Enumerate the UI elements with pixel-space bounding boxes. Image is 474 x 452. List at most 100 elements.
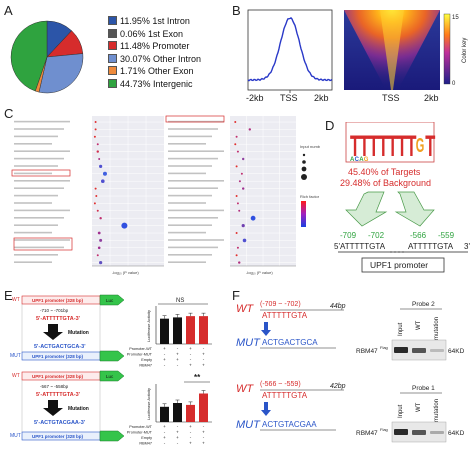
f-top-protein-sup: Flag [380, 345, 388, 350]
bar-row-sign: + [189, 346, 192, 351]
enrichment-dot [99, 217, 102, 220]
f-top-lane-input: Input [398, 322, 404, 336]
bar-row-sign: + [176, 435, 179, 440]
bar-row-sign: - [190, 435, 192, 440]
bar-row-sign: + [176, 352, 179, 357]
e-top-mut-tag: MUT [10, 353, 21, 359]
e-top-luc-wt [99, 294, 125, 306]
legend-entry-4: 1.71% Other Exon [108, 66, 194, 77]
bar-row-sign: + [176, 430, 179, 435]
tss-heatmap: TSS 2kb 15 0 Color key [344, 10, 468, 103]
logo-letter: T [406, 130, 416, 163]
luciferase-bar [199, 393, 208, 422]
panel-label-d: D [325, 118, 335, 133]
logo-minor-letter: C [355, 157, 360, 163]
bar-row-label: Promoter-WT [129, 425, 152, 429]
f-top-protein: RBM47 [356, 348, 378, 355]
logo-letter: G [416, 135, 425, 157]
bar-row-sign: - [203, 357, 205, 362]
bar-row-sign: + [176, 357, 179, 362]
motif-targets-text: 45.40% of Targets [348, 167, 421, 177]
enrichment-dot [96, 254, 99, 257]
enrichment-dot [235, 254, 238, 257]
color-key-min: 0 [452, 81, 456, 87]
e-bot-luc-mut [99, 430, 125, 442]
tss-profile-plot: -2kb TSS 2kb [246, 9, 333, 103]
f-top-wt-coords: (-709 ~ -702) [260, 301, 301, 308]
promoter-box [361, 257, 445, 273]
enrichment-dot [93, 135, 96, 138]
legend-entry-5: 44.73% Intergenic [108, 79, 193, 90]
f-bot-protein-sup: Flag [380, 427, 388, 432]
bar-row-sign: - [177, 363, 179, 368]
f-bot-protein: RBM47 [356, 430, 378, 437]
f-top-kd: 64KD [448, 348, 465, 355]
legend-swatch [108, 16, 117, 25]
legend-text: 11.95% 1st Intron [120, 16, 190, 26]
bar-row-label: Empty [141, 436, 152, 440]
legend-swatch [108, 28, 117, 38]
bar-row-sign: + [202, 441, 205, 446]
e-top-mut-box-label: UPF1 promoter (328 bp) [32, 354, 84, 359]
enrichment-dot [236, 246, 239, 249]
logo-minor-letter: G [364, 157, 369, 163]
enrichment-dot [94, 121, 97, 123]
seq-site2: ATTTTTGTA [408, 242, 454, 251]
enrichment-dot [93, 202, 96, 205]
f-top-lane-mut: mutation [434, 317, 440, 340]
enrichment-dot [238, 261, 241, 264]
annotation-pie-chart [10, 20, 84, 94]
enrichment-dot [234, 121, 237, 123]
luciferase-bar [160, 406, 169, 422]
bar-ylabel: Luciferase Activity [146, 310, 151, 342]
f-top-mut-seq: ACTGACTGCA [262, 338, 318, 347]
bar-row-label: RBM47 [139, 364, 152, 368]
bar-row-sign: + [202, 363, 205, 368]
pie-slice-3 [38, 53, 84, 94]
logo-letter: T [350, 130, 360, 163]
site1-start: -709 [340, 231, 357, 240]
e-bot-coords: -567 ~ -558bp [40, 384, 69, 389]
e-bot-mut-box-label: UPF1 promoter (328 bp) [32, 434, 84, 439]
enrichment-dot [241, 224, 245, 228]
enrichment-dot [236, 150, 239, 153]
enrichment-dot [242, 187, 245, 190]
motif-background-text: 29.48% of Background [340, 178, 431, 188]
luciferase-bar [173, 317, 182, 344]
enrichment-dot [96, 209, 99, 212]
bar-row-sign: - [164, 441, 166, 446]
logo-letter: T [397, 130, 407, 163]
seq-site1: ATTTTTGTA [340, 242, 386, 251]
f-bot-lane-input: Input [398, 404, 404, 418]
enrichment-dot [242, 157, 245, 161]
legend-entry-0: 11.95% 1st Intron [108, 16, 190, 27]
bar-row-sign: - [190, 352, 192, 357]
color-key-max: 15 [452, 15, 459, 21]
legend-text: 44.73% Intergenic [120, 79, 193, 89]
f-bot-length: 42bp [330, 383, 346, 390]
enrichment-dot [121, 222, 128, 229]
f-bot-wt-seq: ATTTTTGTA [262, 391, 308, 400]
luciferase-bar [186, 404, 195, 422]
bar-row-sign: + [163, 424, 166, 429]
arrow-right [394, 191, 435, 227]
enrichment-dot [99, 261, 103, 265]
promoter-label: UPF1 promoter [370, 260, 428, 270]
enrichment-dot [240, 172, 243, 175]
luciferase-bar [160, 318, 169, 344]
f-top-wt-seq: ATTTTTGTA [262, 311, 308, 320]
f-bot-probe: Probe 1 [412, 385, 435, 392]
legend-text: 30.07% Other Intron [120, 53, 202, 64]
enrichment-dot [238, 209, 241, 212]
e-top-coords: -710 ~ -701bp [40, 308, 69, 313]
bar-row-sign: - [203, 424, 205, 429]
bar-row-sign: + [189, 363, 192, 368]
e-top-wt-seq: 5'-ATTTTTGTA-3' [36, 316, 81, 322]
svg-text:Rich factor: Rich factor [300, 194, 320, 199]
heatmap-tick-tss: TSS [382, 93, 400, 103]
bar-row-sign: - [177, 441, 179, 446]
f-bot-wt-coords: (-566 ~ -559) [260, 381, 301, 388]
legend-text: 1.71% Other Exon [120, 66, 194, 77]
e-top-ns: NS [176, 298, 184, 304]
enrichment-dot [235, 232, 238, 234]
